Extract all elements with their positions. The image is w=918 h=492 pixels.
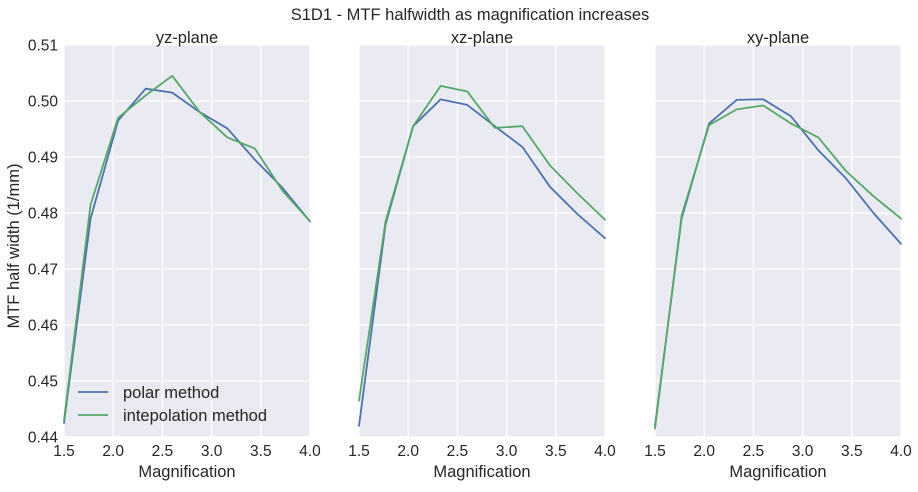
x-tick-label: 3.5 [250, 443, 272, 460]
y-tick-label: 0.48 [28, 206, 58, 223]
x-tick-label: 2.5 [447, 443, 469, 460]
panel-title: xy-plane [747, 29, 809, 47]
x-axis-label: Magnification [138, 463, 235, 481]
x-tick-label: 3.5 [545, 443, 567, 460]
y-tick-label: 0.51 [28, 38, 58, 55]
legend-label: polar method [123, 384, 219, 402]
plot-area [64, 45, 310, 437]
panel-2: 1.5 2.0 2.5 3.0 3.5 4.0 xz-plane Magnification [348, 29, 616, 481]
panel-title: yz-plane [156, 29, 218, 47]
y-tick-label: 0.47 [28, 262, 58, 279]
x-tick-label: 2.0 [693, 443, 715, 460]
y-tick-label: 0.46 [28, 318, 58, 335]
panel-1: 1.5 2.0 2.5 3.0 3.5 4.0 0.44 0.45 0.46 0.47 0.48 0.… [28, 29, 321, 481]
x-axis-label: Magnification [729, 463, 826, 481]
x-tick-label: 1.5 [348, 443, 370, 460]
x-tick-label: 3.0 [496, 443, 518, 460]
x-tick-label: 3.5 [841, 443, 863, 460]
x-tick-label: 2.5 [743, 443, 765, 460]
x-tick-label: 2.0 [397, 443, 419, 460]
x-tick-label: 3.0 [792, 443, 814, 460]
chart-title: S1D1 - MTF halfwidth as magnification in… [291, 6, 650, 24]
legend-label: intepolation method [123, 407, 267, 425]
panel-title: xz-plane [451, 29, 513, 47]
plot-area [655, 45, 901, 437]
y-tick-label: 0.50 [28, 94, 59, 111]
x-tick-label: 4.0 [594, 443, 616, 460]
polar-method-line [63, 87, 311, 424]
y-tick-label: 0.49 [28, 150, 58, 167]
y-axis-label: MTF half width (1/mm) [5, 163, 23, 328]
interpolation-method-line [358, 84, 606, 402]
x-tick-label: 2.5 [152, 443, 174, 460]
x-tick-label: 4.0 [890, 443, 912, 460]
interpolation-method-line [654, 104, 902, 430]
x-tick-label: 1.5 [53, 443, 75, 460]
plot-area [359, 45, 605, 437]
panels: 1.5 2.0 2.5 3.0 3.5 4.0 0.44 0.45 0.46 0.47 0.48 0.… [28, 29, 912, 481]
panel-3: 1.5 2.0 2.5 3.0 3.5 4.0 xy-plane Magnification [644, 29, 912, 481]
interpolation-method-line [63, 74, 311, 422]
y-tick-label: 0.44 [28, 430, 59, 447]
x-tick-label: 2.0 [102, 443, 124, 460]
x-tick-label: 4.0 [299, 443, 321, 460]
x-tick-label: 1.5 [644, 443, 666, 460]
x-tick-label: 3.0 [201, 443, 223, 460]
legend: polar method intepolation method [78, 384, 267, 425]
x-axis-label: Magnification [433, 463, 530, 481]
y-tick-label: 0.45 [28, 374, 58, 391]
